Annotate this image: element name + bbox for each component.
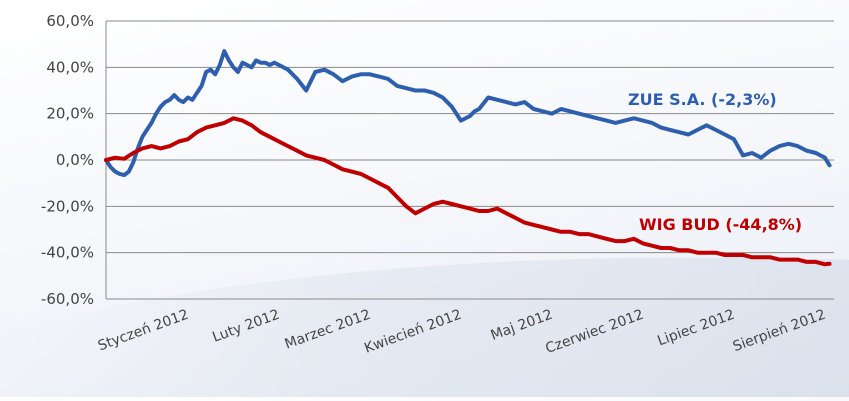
y-axis-ticks: 60,0% 40,0% 20,0% 0,0% -20,0% -40,0% -60,0% bbox=[41, 12, 94, 308]
y-tick-label: 20,0% bbox=[46, 105, 94, 123]
y-tick-label: 60,0% bbox=[46, 12, 94, 30]
y-tick-label: -40,0% bbox=[41, 244, 94, 262]
y-tick-label: 40,0% bbox=[46, 58, 94, 76]
series-labels: ZUE S.A. (-2,3%) WIG BUD (-44,8%) bbox=[628, 90, 802, 234]
series-line-wig-bud bbox=[104, 116, 832, 267]
series-layer bbox=[104, 49, 832, 267]
series-label-zue: ZUE S.A. (-2,3%) bbox=[628, 90, 777, 109]
grid-layer bbox=[105, 20, 834, 300]
y-tick-label: 0,0% bbox=[56, 151, 94, 169]
y-tick-label: -20,0% bbox=[41, 197, 94, 215]
series-label-wig-bud: WIG BUD (-44,8%) bbox=[639, 215, 802, 234]
background-swoosh bbox=[0, 257, 849, 397]
y-tick-label: -60,0% bbox=[41, 290, 94, 308]
series-line-zue bbox=[104, 49, 832, 178]
